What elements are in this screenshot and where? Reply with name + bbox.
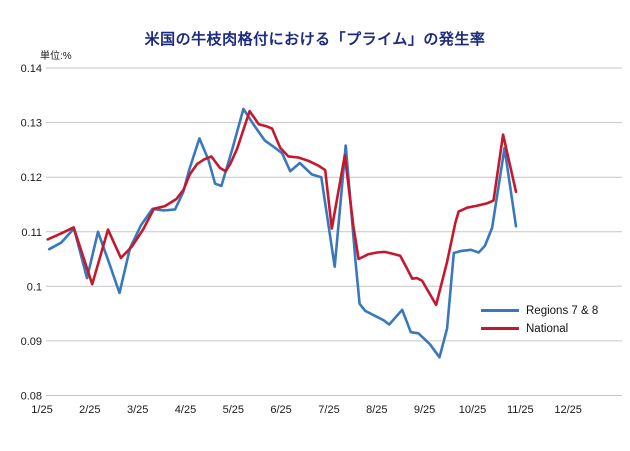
legend-swatch-regions-7-8 [481, 309, 519, 312]
x-tick-label: 11/25 [507, 404, 534, 416]
legend-swatch-national [481, 327, 519, 330]
x-tick-label: 8/25 [366, 404, 387, 416]
x-tick-label: 9/25 [414, 404, 435, 416]
legend: Regions 7 & 8 National [481, 304, 598, 335]
y-tick-label: 0.12 [21, 172, 42, 184]
unit-label: 単位:% [40, 51, 72, 62]
x-tick-label: 7/25 [318, 404, 339, 416]
y-tick-label: 0.14 [21, 63, 42, 75]
x-tick-label: 10/25 [459, 404, 487, 416]
y-tick-label: 0.09 [21, 336, 42, 348]
legend-item-regions-7-8: Regions 7 & 8 [481, 304, 598, 317]
x-tick-label: 4/25 [175, 404, 196, 416]
x-tick-label: 12/25 [554, 404, 582, 416]
x-tick-label: 3/25 [127, 404, 148, 416]
series-line-regions-7-8 [47, 107, 518, 359]
x-tick-label: 5/25 [223, 404, 244, 416]
series-line-national [46, 109, 518, 307]
y-tick-label: 0.08 [21, 391, 42, 403]
legend-item-national: National [481, 322, 598, 335]
x-tick-label: 6/25 [270, 404, 291, 416]
legend-label-regions-7-8: Regions 7 & 8 [526, 304, 599, 317]
x-tick-label: 1/25 [31, 404, 52, 416]
x-tick-label: 2/25 [79, 404, 100, 416]
y-tick-label: 0.1 [27, 281, 42, 293]
chart-title: 米国の牛枝肉格付における「プライム」の発生率 [144, 31, 486, 48]
y-tick-label: 0.13 [21, 118, 42, 130]
y-tick-label: 0.11 [21, 227, 42, 239]
legend-label-national: National [526, 322, 569, 335]
